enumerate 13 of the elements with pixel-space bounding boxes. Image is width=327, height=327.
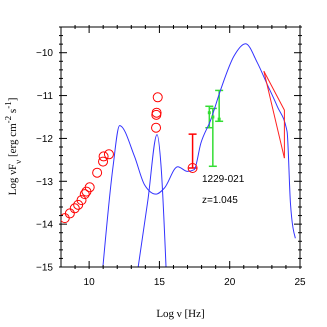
y-tick-label: −12: [36, 134, 54, 145]
x-tick-label: 25: [294, 277, 306, 288]
x-tick-label: 10: [84, 277, 96, 288]
y-tick-label: −11: [36, 91, 54, 102]
annotation: 1229-021: [202, 174, 245, 185]
y-tick-label: −14: [36, 220, 54, 231]
y-tick-label: −15: [36, 262, 54, 274]
y-tick-label: −10: [36, 48, 54, 60]
annotation: z=1.045: [202, 195, 238, 206]
x-axis-title: Log ν [Hz]: [156, 308, 205, 320]
x-tick-label: 20: [224, 277, 236, 288]
y-tick-label: −13: [36, 176, 54, 188]
x-tick-label: 15: [154, 277, 166, 288]
